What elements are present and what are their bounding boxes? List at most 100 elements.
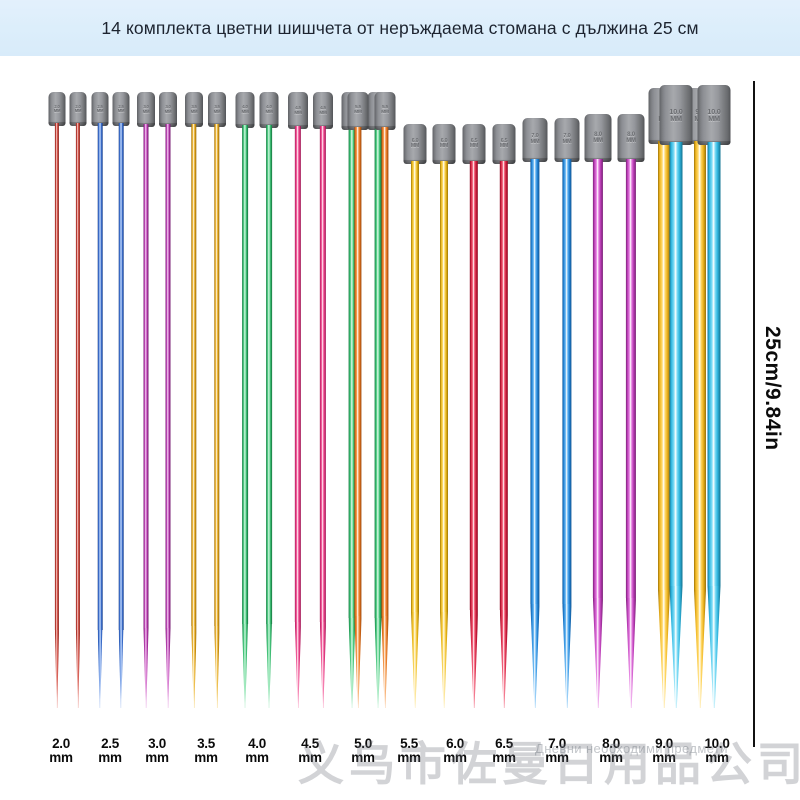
needle-cap-label: MM [469,143,479,149]
measurement-line [753,81,755,747]
needle-cap: 5.5 MM [347,92,369,130]
needle-cap-label: 2.0 [75,103,81,109]
size-label-unit: mm [298,749,322,765]
size-label-number: 8.0 [602,736,620,751]
needle-tip [669,586,683,708]
size-label-unit: mm [397,749,421,765]
needle-shaft [294,126,302,622]
needle-cap-label: MM [410,143,420,149]
needle-cap: 4.5 MM [288,92,308,129]
needle-cap-label: MM [96,108,104,113]
size-label-unit: mm [145,749,169,765]
size-label-unit: mm [351,749,375,765]
needle-cap: 6.0 MM [432,124,456,164]
needle-tip [411,612,419,708]
size-label-number: 4.0 [248,736,266,751]
needle-cap-label: 3.5 [191,104,197,110]
needle-shaft [75,123,81,630]
needle-cap-label: 6.0 [440,137,448,144]
size-label: 9.0 mm [638,737,690,765]
needle-cap-label: 6.5 [470,137,478,144]
size-label-number: 2.0 [52,736,70,751]
needle-shaft [658,141,670,590]
needle-shaft [592,159,604,598]
needle-tip [694,590,706,708]
size-label-number: 3.5 [197,736,215,751]
needle-cap: 7.0 MM [554,118,580,162]
needle-tip [707,586,721,708]
needle-shaft [381,127,389,616]
needle-cap-label: MM [626,138,636,144]
size-label-number: 10.0 [704,736,730,751]
needle-cap: 7.0 MM [522,118,548,162]
needle-cap-label: MM [164,108,172,114]
needle-cap-label: MM [439,143,449,149]
needle-cap: 6.5 MM [492,124,516,164]
needle-cap-label: 2.5 [118,103,124,109]
size-label-number: 9.0 [655,736,673,751]
needle-cap: 3.5 MM [208,92,226,127]
size-label: 8.0 mm [585,737,637,765]
needle-cap-label: MM [670,114,682,123]
needle-cap: 6.0 MM [403,124,427,164]
needle-tip [191,626,197,708]
needle-tip [499,610,509,708]
needle-cap-label: 4.5 [320,104,326,110]
needle-cap-label: MM [142,108,150,114]
needle-shaft [694,141,706,590]
needle-shaft [165,124,171,628]
size-label-unit: mm [705,749,729,765]
needle-shaft [54,123,60,630]
needle-cap-label: MM [74,108,82,113]
needle-cap: 2.5 MM [91,92,109,126]
needle-cap-label: 5.5 [354,105,362,111]
needle-cap-label: 4.0 [266,104,272,110]
needle-shaft [669,142,683,586]
needle-cap-label: MM [117,108,125,113]
needle-cap-label: MM [381,110,389,115]
needle-cap-label: MM [499,143,509,149]
needle-cap-label: 4.5 [295,104,301,110]
needle-tip [381,616,389,708]
needle-shaft [499,161,509,610]
needle-shaft [440,161,448,612]
needle-tip [348,618,356,708]
needle-cap-label: 5.5 [381,105,389,111]
needle-cap: 3.0 MM [137,92,155,127]
size-label-unit: mm [194,749,218,765]
needle-tip [294,622,302,708]
size-label-number: 2.5 [101,736,119,751]
size-label: 4.0 mm [231,737,283,765]
needle-tip [214,626,220,708]
size-label: 2.0 mm [35,737,87,765]
needle-shaft [707,142,721,586]
size-label-unit: mm [545,749,569,765]
size-label: 2.5 mm [84,737,136,765]
needle-shaft [191,124,197,626]
needle-cap-label: 2.5 [97,103,103,109]
needle-cap: 4.5 MM [313,92,333,129]
size-label-unit: mm [98,749,122,765]
needle-tip [625,598,637,708]
size-label: 6.0 mm [429,737,481,765]
needle-cap-label: 6.5 [500,137,508,144]
header-band [0,0,800,56]
needle-shaft [562,159,572,604]
needle-cap-label: MM [562,139,572,145]
size-label-number: 5.0 [354,736,372,751]
needle-cap-label: MM [319,109,327,115]
size-label: 7.0 mm [531,737,583,765]
needle-cap: 4.0 MM [259,92,279,128]
needle-tip [530,604,540,708]
needle-cap: 10.0 MM [697,85,731,145]
needle-shaft [319,126,327,622]
needle-shaft [97,123,103,630]
size-label-unit: mm [49,749,73,765]
needle-shaft [411,161,419,612]
needle-cap-label: MM [213,108,221,114]
needle-shaft [354,127,362,616]
size-label-unit: mm [443,749,467,765]
needle-shaft [530,159,540,604]
needle-cap-label: MM [241,109,249,114]
